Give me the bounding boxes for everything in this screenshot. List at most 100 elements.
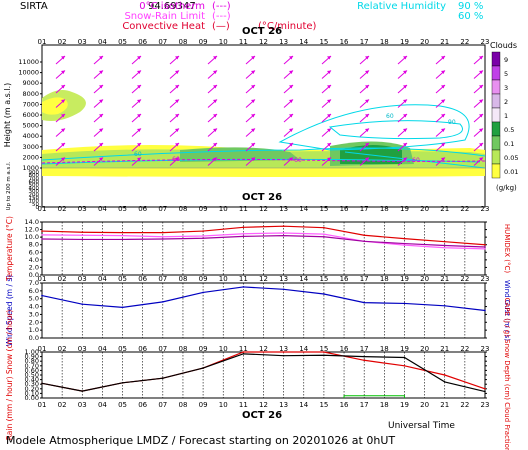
wind-arrow-head: [327, 70, 331, 74]
clouds-title: Clouds: [490, 41, 517, 50]
hour-tick-label: 13: [279, 401, 288, 409]
hour-tick-label: 20: [420, 275, 429, 283]
wind-arrow-head: [403, 85, 407, 89]
height-tick-label: 300: [29, 189, 40, 195]
wind-arrow-head: [327, 143, 331, 147]
site-name: SIRTA: [20, 1, 48, 12]
series-point: [202, 237, 204, 240]
hour-tick-label: 23: [481, 345, 490, 353]
wind-arrow-head: [365, 56, 369, 60]
wind-arrow-head: [403, 114, 407, 118]
wind-arrow-head: [61, 70, 65, 74]
series-line: [41, 235, 486, 248]
y-tick-label: 0.70: [25, 362, 39, 370]
y-tick-label: 0.0: [29, 271, 39, 279]
wind-arrow-head: [213, 128, 217, 132]
y-tick-label: 0.40: [25, 376, 39, 384]
hour-tick-label: 19: [400, 205, 409, 213]
hour-tick-label: 06: [138, 401, 147, 409]
cloud-blob: [42, 168, 485, 177]
series-point: [81, 238, 84, 241]
height-tick-label: 100: [29, 199, 40, 205]
series-point: [403, 356, 406, 359]
cloud-colorbar-label: 9: [504, 56, 508, 64]
hour-tick-label: 10: [219, 205, 228, 213]
legend-right-value: 90 %: [458, 1, 483, 12]
hour-tick-label: 07: [158, 205, 167, 213]
y-tick-label: 0.80: [25, 357, 39, 365]
legend-left-sample: (—): [212, 21, 230, 32]
y-tick-label: 4.0: [29, 256, 39, 264]
series-point: [41, 230, 43, 232]
wind-arrow-head: [479, 70, 483, 74]
cloud-colorbar-swatch: [491, 163, 501, 179]
height-tick-label: 700: [29, 176, 40, 182]
hour-tick-label: 18: [380, 205, 389, 213]
wind-arrow-head: [175, 70, 179, 74]
hour-tick-label: 16: [340, 345, 349, 353]
series-point: [81, 390, 84, 392]
wind-arrow-head: [61, 99, 65, 103]
left-axis-label: Wind Speed (m / s): [5, 275, 14, 347]
rh-contour: [344, 151, 486, 169]
series-point: [242, 353, 245, 355]
y-tick-label: 0.60: [25, 366, 39, 374]
wind-arrow-head: [213, 85, 217, 89]
y-tick-label: 8.0: [29, 241, 39, 249]
hour-tick-label: 12: [259, 38, 268, 46]
hour-tick-label: 09: [199, 275, 208, 283]
series-point: [403, 244, 406, 246]
hour-tick-label: 21: [440, 275, 449, 283]
hour-tick-label: 01: [38, 345, 47, 353]
hour-tick-label: 15: [319, 38, 328, 46]
wind-arrow-head: [365, 99, 369, 103]
hour-tick-label: 19: [400, 401, 409, 409]
wind-arrow-head: [213, 143, 217, 147]
hour-tick-label: 13: [279, 345, 288, 353]
series-point: [81, 303, 84, 306]
legend-left-label: Convective Heat: [122, 21, 205, 32]
hour-tick-label: 05: [118, 345, 127, 353]
series-point: [443, 244, 446, 247]
site-code: 94.69347: [148, 1, 196, 12]
wind-arrow-head: [441, 85, 445, 89]
y-tick-label: 0.90: [25, 353, 39, 361]
series-point: [484, 243, 486, 246]
series-point: [403, 237, 406, 240]
wind-arrow-head: [61, 143, 65, 147]
hour-tick-label: 18: [380, 345, 389, 353]
cloud-colorbar-swatch: [491, 149, 501, 165]
wind-arrow-head: [137, 114, 141, 118]
height-tick-label: 400: [29, 186, 40, 192]
wind-arrow-head: [99, 99, 103, 103]
series-point: [443, 240, 446, 243]
height-tick-label: 50: [32, 202, 39, 208]
hour-tick-label: 16: [340, 275, 349, 283]
cloud-colorbar-label: 3: [504, 84, 508, 92]
rh-contour-label: 60: [134, 151, 142, 158]
hour-tick-label: 07: [158, 401, 167, 409]
hour-tick-label: 15: [319, 275, 328, 283]
series-point: [443, 374, 446, 376]
wind-arrow-head: [441, 70, 445, 74]
wind-arrow-head: [441, 99, 445, 103]
series-point: [162, 235, 164, 238]
legend-right-label: Relative Humidity: [357, 1, 446, 12]
hour-tick-label: 22: [460, 205, 469, 213]
hour-tick-label: 01: [38, 401, 47, 409]
wind-arrow-head: [137, 143, 141, 147]
wind-arrow-head: [289, 128, 293, 132]
hour-tick-label: 04: [98, 401, 107, 409]
wind-arrow-head: [403, 70, 407, 74]
wind-arrow-head: [61, 128, 65, 132]
hour-tick-label: 22: [460, 345, 469, 353]
hour-tick-label: 02: [58, 275, 67, 283]
hour-tick-label: 13: [279, 38, 288, 46]
series-point: [242, 286, 245, 288]
series-point: [484, 309, 486, 312]
wind-arrow-head: [441, 157, 445, 161]
height-tick-label: 6000: [22, 111, 39, 119]
panel-frame: [41, 221, 486, 276]
legend-left-unit: (°C/minute): [258, 21, 317, 32]
series-point: [202, 230, 204, 232]
